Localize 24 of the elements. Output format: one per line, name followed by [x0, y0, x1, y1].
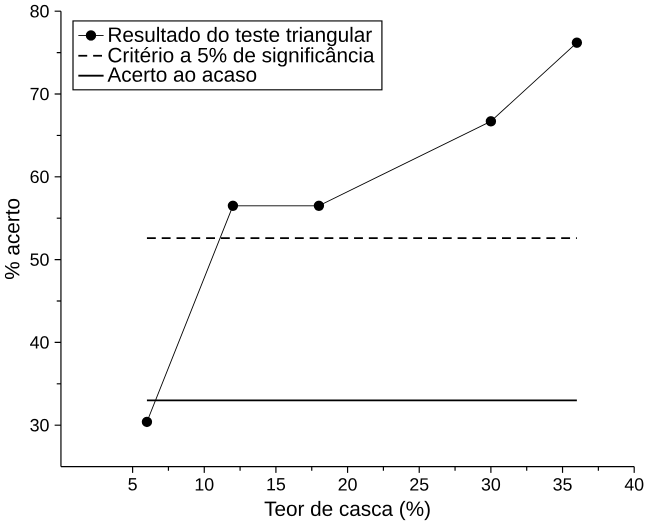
- x-tick-label: 20: [338, 478, 357, 491]
- y-tick-label: 70: [30, 88, 49, 100]
- x-tick-label: 10: [196, 478, 214, 491]
- point: [314, 200, 324, 211]
- x-tick-label: 5: [128, 478, 137, 490]
- point: [228, 200, 238, 211]
- y-tick-label: 80: [30, 4, 49, 18]
- point: [486, 116, 496, 126]
- point: [142, 416, 152, 428]
- point: [572, 37, 582, 48]
- y-tick-label: 30: [30, 418, 49, 432]
- x-tick-label: 15: [267, 478, 286, 490]
- x-axis-title: Teor de casca (%): [264, 500, 430, 520]
- legend-label: Acerto ao acaso: [107, 67, 256, 82]
- y-tick-label: 50: [30, 253, 49, 266]
- x-tick-label: 35: [553, 478, 572, 491]
- y-tick-label: 60: [30, 170, 49, 184]
- legend-label: Resultado do teste triangular: [109, 26, 372, 46]
- legend-label: Critério a 5% de significância: [108, 46, 374, 67]
- x-tick-label: 25: [410, 478, 428, 491]
- x-tick-label: 30: [482, 478, 500, 491]
- x-tick-label: 40: [624, 478, 644, 491]
- y-axis-title: % acerto: [4, 198, 20, 279]
- y-tick-label: 40: [30, 336, 49, 349]
